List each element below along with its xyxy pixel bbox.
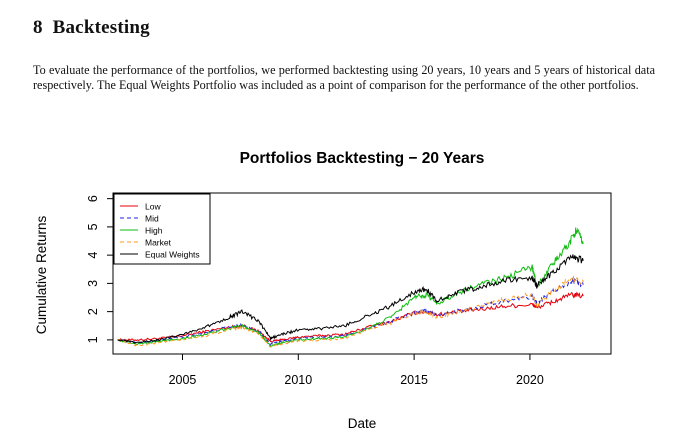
x-axis-label: Date bbox=[348, 416, 377, 431]
y-tick-label-1: 1 bbox=[86, 336, 100, 343]
legend: Low Mid High Market Equal Weights bbox=[113, 193, 211, 265]
y-tick-label-4: 4 bbox=[86, 252, 100, 259]
y-tick-label-2: 2 bbox=[86, 308, 100, 315]
section-number: 8 bbox=[33, 17, 43, 38]
series-line-equal-weights bbox=[117, 254, 584, 344]
body-paragraph: To evaluate the performance of the portf… bbox=[33, 63, 655, 92]
legend-label-equal-weights: Equal Weights bbox=[145, 250, 200, 260]
legend-label-market: Market bbox=[145, 238, 172, 248]
section-title: Backtesting bbox=[52, 17, 150, 38]
series-layer bbox=[117, 227, 584, 348]
x-tick-label-2005: 2005 bbox=[169, 373, 197, 387]
series-line-low bbox=[117, 291, 584, 343]
plot-frame bbox=[112, 192, 612, 355]
x-tick-label-2010: 2010 bbox=[284, 373, 312, 387]
axis-layer: 2005 2010 2015 2020 1 2 3 4 5 6 bbox=[86, 195, 544, 387]
legend-label-high: High bbox=[145, 226, 163, 236]
x-tick-label-2020: 2020 bbox=[516, 373, 544, 387]
y-tick-label-5: 5 bbox=[86, 223, 100, 230]
legend-label-low: Low bbox=[145, 202, 161, 212]
legend-label-mid: Mid bbox=[145, 214, 159, 224]
chart-title: Portfolios Backtesting − 20 Years bbox=[240, 150, 485, 167]
series-line-mid bbox=[117, 277, 584, 346]
section-heading: 8 Backtesting bbox=[33, 17, 150, 39]
y-tick-label-3: 3 bbox=[86, 280, 100, 287]
y-axis-label: Cumulative Returns bbox=[34, 215, 49, 334]
y-tick-label-6: 6 bbox=[86, 195, 100, 202]
x-tick-label-2015: 2015 bbox=[400, 373, 428, 387]
